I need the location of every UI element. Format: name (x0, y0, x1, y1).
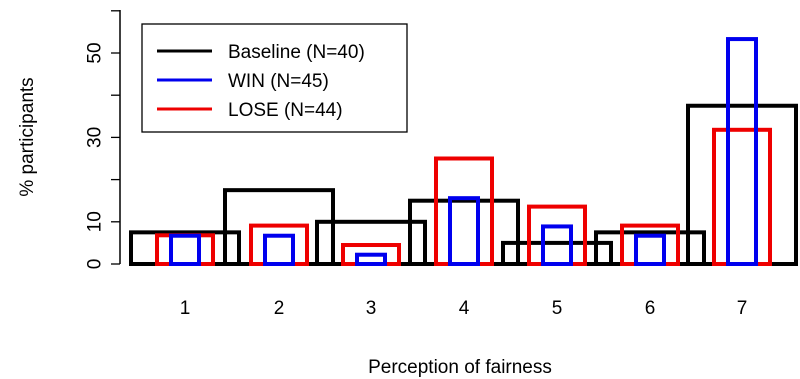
x-tick-label-4: 4 (459, 298, 470, 319)
y-tick-label-30: 30 (85, 127, 106, 148)
x-tick-label-7: 7 (737, 298, 748, 319)
y-tick-label-10: 10 (85, 211, 106, 232)
y-axis-title: % participants (17, 77, 38, 196)
bar-lose-4 (434, 156, 494, 266)
bar-win-5 (541, 224, 573, 266)
bar-win-4 (448, 196, 480, 266)
bars (129, 37, 798, 267)
x-tick-label-6: 6 (645, 298, 656, 319)
x-tick-label-2: 2 (274, 298, 285, 319)
x-tick-label-1: 1 (180, 298, 191, 319)
y-tick-label-50: 50 (85, 42, 106, 63)
legend: Baseline (N=40) WIN (N=45) LOSE (N=44) (141, 23, 408, 133)
legend-label-baseline: Baseline (N=40) (228, 42, 365, 63)
bar-win-3 (355, 252, 387, 267)
y-axis-ticks: 0 10 30 50 (85, 10, 120, 270)
bar-lose-2 (249, 223, 309, 267)
legend-label-lose: LOSE (N=44) (228, 100, 343, 121)
y-tick-label-0: 0 (85, 259, 106, 270)
bar-lose-5 (527, 204, 587, 266)
x-axis-title: Perception of fairness (368, 357, 552, 378)
x-axis-tick-labels: 1 2 3 4 5 6 7 (180, 298, 748, 319)
bar-lose-1 (155, 233, 215, 266)
bar-win-2 (263, 233, 295, 266)
legend-label-win: WIN (N=45) (228, 71, 329, 92)
legend-box (141, 23, 408, 133)
bar-win-1 (169, 233, 201, 266)
bar-win-6 (634, 233, 666, 266)
x-tick-label-5: 5 (552, 298, 563, 319)
bar-win-7 (726, 37, 758, 266)
x-tick-label-3: 3 (366, 298, 377, 319)
bar-lose-7 (712, 127, 772, 266)
